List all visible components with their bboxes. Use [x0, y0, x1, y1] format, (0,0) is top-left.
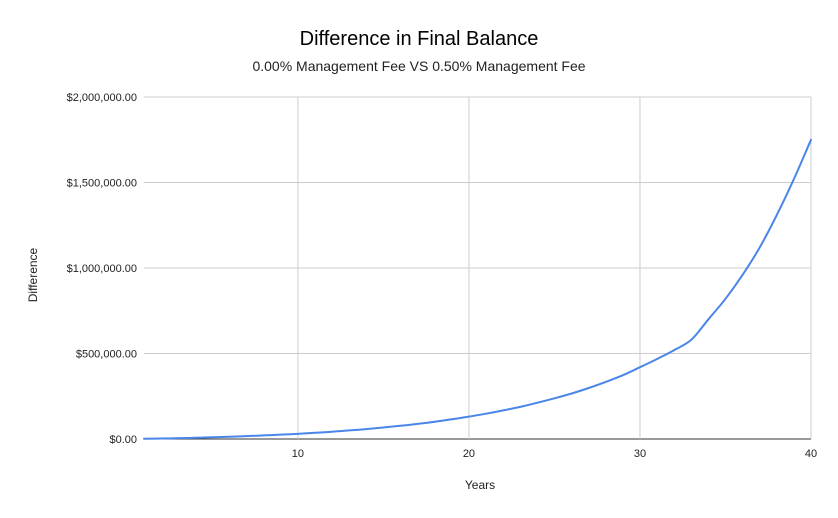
grid-layer — [144, 96, 812, 440]
y-tick-label: $500,000.00 — [76, 349, 137, 361]
y-axis-label: Difference — [26, 247, 40, 302]
chart-title: Difference in Final Balance — [300, 28, 539, 50]
x-tick-label: 30 — [634, 448, 646, 460]
series-layer — [143, 138, 812, 440]
y-tick-label: $1,000,000.00 — [67, 263, 137, 275]
x-tick-label: 10 — [292, 448, 304, 460]
y-tick-label: $1,500,000.00 — [67, 178, 137, 190]
chart-subtitle: 0.00% Management Fee VS 0.50% Management… — [252, 58, 585, 74]
x-tick-label: 40 — [805, 448, 817, 460]
series-line — [143, 138, 812, 440]
y-tick-labels: $0.00 $500,000.00 $1,000,000.00 $1,500,000.… — [67, 92, 137, 446]
x-axis-label: Years — [465, 478, 495, 492]
y-tick-label: $0.00 — [109, 434, 137, 446]
x-tick-labels: 10 20 30 40 — [292, 448, 817, 460]
y-tick-label: $2,000,000.00 — [67, 92, 137, 104]
x-tick-label: 20 — [463, 448, 475, 460]
